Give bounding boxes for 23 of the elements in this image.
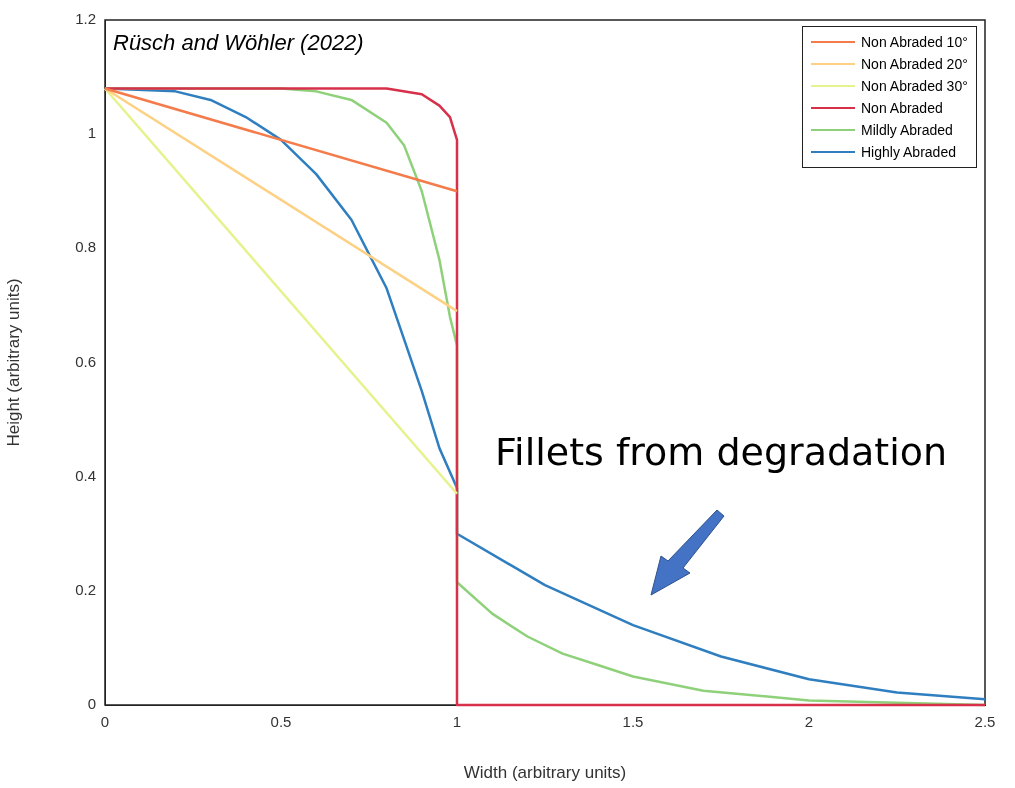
legend-label: Highly Abraded <box>861 144 956 160</box>
legend-label: Non Abraded 30° <box>861 78 968 94</box>
x-tick-label: 1.5 <box>622 713 644 731</box>
x-axis-title: Width (arbitrary units) <box>463 763 627 783</box>
y-tick-label: 0 <box>87 695 96 713</box>
x-tick-label: 2.5 <box>974 713 996 731</box>
y-tick-label: 0.2 <box>75 580 96 598</box>
x-tick-label: 2 <box>804 713 814 731</box>
y-axis-title: Height (arbitrary units) <box>3 278 23 447</box>
annotation: Fillets from degradation <box>495 430 948 474</box>
y-tick-label: 1.2 <box>75 10 96 28</box>
legend-label: Non Abraded 10° <box>861 34 968 50</box>
legend-label: Non Abraded <box>861 100 943 116</box>
legend-label: Non Abraded 20° <box>861 56 968 72</box>
y-tick-label: 0.6 <box>75 352 96 370</box>
legend-label: Mildly Abraded <box>861 122 953 138</box>
y-tick-label: 0.8 <box>75 238 96 256</box>
x-tick-label: 0 <box>100 713 110 731</box>
x-tick-label: 0.5 <box>270 713 292 731</box>
annotation: Rüsch and Wöhler (2022) <box>113 30 364 56</box>
y-tick-label: 0.4 <box>75 466 96 484</box>
y-tick-label: 1 <box>87 124 96 142</box>
x-tick-label: 1 <box>452 713 462 731</box>
